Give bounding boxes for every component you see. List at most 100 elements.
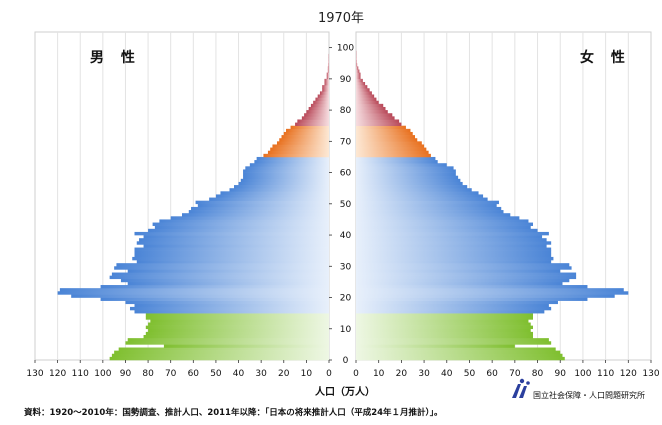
x-tick-label-left: 0 [326,369,332,379]
female-bar-age-85 [356,91,372,94]
x-axis-label: 人口（万人） [315,385,375,398]
male-bar-age-55 [234,185,329,188]
male-bar-age-25 [121,279,329,282]
female-bar-age-80 [356,107,386,110]
female-bar-age-23 [356,285,587,288]
male-bar-age-88 [324,82,329,85]
female-bar-age-55 [356,185,467,188]
x-tick-label-left: 110 [72,369,89,379]
male-bar-age-26 [110,276,329,279]
female-bar-age-0 [356,357,565,360]
male-bar-age-50 [196,201,329,204]
female-bar-age-65 [356,154,431,157]
x-tick-label-right: 90 [555,369,567,379]
female-bar-age-95 [356,60,357,63]
age-tick-label: 70 [340,137,352,147]
female-bar-age-69 [356,141,422,144]
female-bar-age-79 [356,110,388,113]
male-bar-age-16 [130,307,329,310]
x-tick-label-left: 50 [210,369,222,379]
male-bar-age-39 [144,235,329,238]
male-bar-age-90 [327,76,329,79]
female-bar-age-76 [356,119,399,122]
male-bar-age-0 [110,357,329,360]
male-bar-age-60 [243,169,329,172]
male-bar-age-13 [146,316,329,319]
male-bar-age-27 [112,273,329,276]
male-bar-age-92 [328,69,329,72]
male-bar-age-5 [125,341,329,344]
x-tick-label-left: 130 [26,369,43,379]
female-bar-age-43 [356,223,533,226]
male-bar-age-64 [257,157,329,160]
female-bar-age-49 [356,204,497,207]
female-bar-age-6 [356,338,549,341]
female-bar-age-73 [356,129,410,132]
male-bar-age-14 [146,313,329,316]
male-bar-age-56 [239,182,329,185]
female-bar-age-92 [356,69,359,72]
female-bar-age-7 [356,335,533,338]
male-bar-age-71 [282,135,329,138]
female-bar-age-94 [356,63,357,66]
female-bar-age-9 [356,329,531,332]
male-bar-age-84 [318,94,329,97]
female-bar-age-29 [356,266,572,269]
female-bar-age-83 [356,98,376,101]
x-tick-label-right: 80 [532,369,544,379]
x-tick-label-left: 70 [165,369,177,379]
x-tick-label-right: 0 [353,369,359,379]
male-bar-age-41 [148,229,329,232]
female-bar-age-52 [356,194,483,197]
female-bar-age-28 [356,269,560,272]
male-bar-age-76 [297,119,329,122]
x-tick-label-right: 130 [642,369,659,379]
female-bar-age-66 [356,151,429,154]
age-tick-label: 20 [340,294,352,304]
x-tick-label-right: 10 [373,369,385,379]
male-bar-age-65 [263,154,329,157]
x-tick-label-right: 50 [464,369,476,379]
female-bar-age-59 [356,173,456,176]
male-bar-age-70 [279,138,329,141]
male-bar-age-24 [128,282,329,285]
male-bar-age-87 [322,85,329,88]
male-bar-age-37 [137,241,329,244]
female-bar-age-26 [356,276,576,279]
female-label: 女 性 [580,49,631,66]
male-bar-age-45 [171,216,329,219]
female-bar-age-70 [356,138,417,141]
age-tick-label: 50 [340,200,352,210]
male-bar-age-31 [137,260,329,263]
male-bar-age-85 [320,91,329,94]
female-bar-age-53 [356,191,479,194]
male-bar-age-34 [135,251,329,254]
female-bar-age-64 [356,157,435,160]
female-bar-age-57 [356,179,460,182]
male-bar-age-89 [324,79,329,82]
female-bar-age-45 [356,216,519,219]
female-bar-age-40 [356,232,549,235]
male-bar-age-8 [146,332,329,335]
female-bar-age-62 [356,163,447,166]
female-bar-age-21 [356,291,628,294]
female-bar-age-78 [356,113,392,116]
logo-figure-icon [512,379,530,398]
female-bar-age-58 [356,176,458,179]
male-bar-age-78 [304,113,329,116]
female-bar-age-84 [356,94,374,97]
male-bar-age-32 [132,257,329,260]
female-bar-age-77 [356,116,395,119]
female-bar-age-36 [356,244,547,247]
female-bar-age-34 [356,251,551,254]
age-tick-label: 40 [340,231,352,241]
female-bar-age-1 [356,354,563,357]
male-bar-age-6 [128,338,329,341]
female-bar-age-3 [356,348,556,351]
female-bar-age-90 [356,76,361,79]
female-bar-age-22 [356,288,624,291]
female-bar-age-91 [356,73,361,76]
